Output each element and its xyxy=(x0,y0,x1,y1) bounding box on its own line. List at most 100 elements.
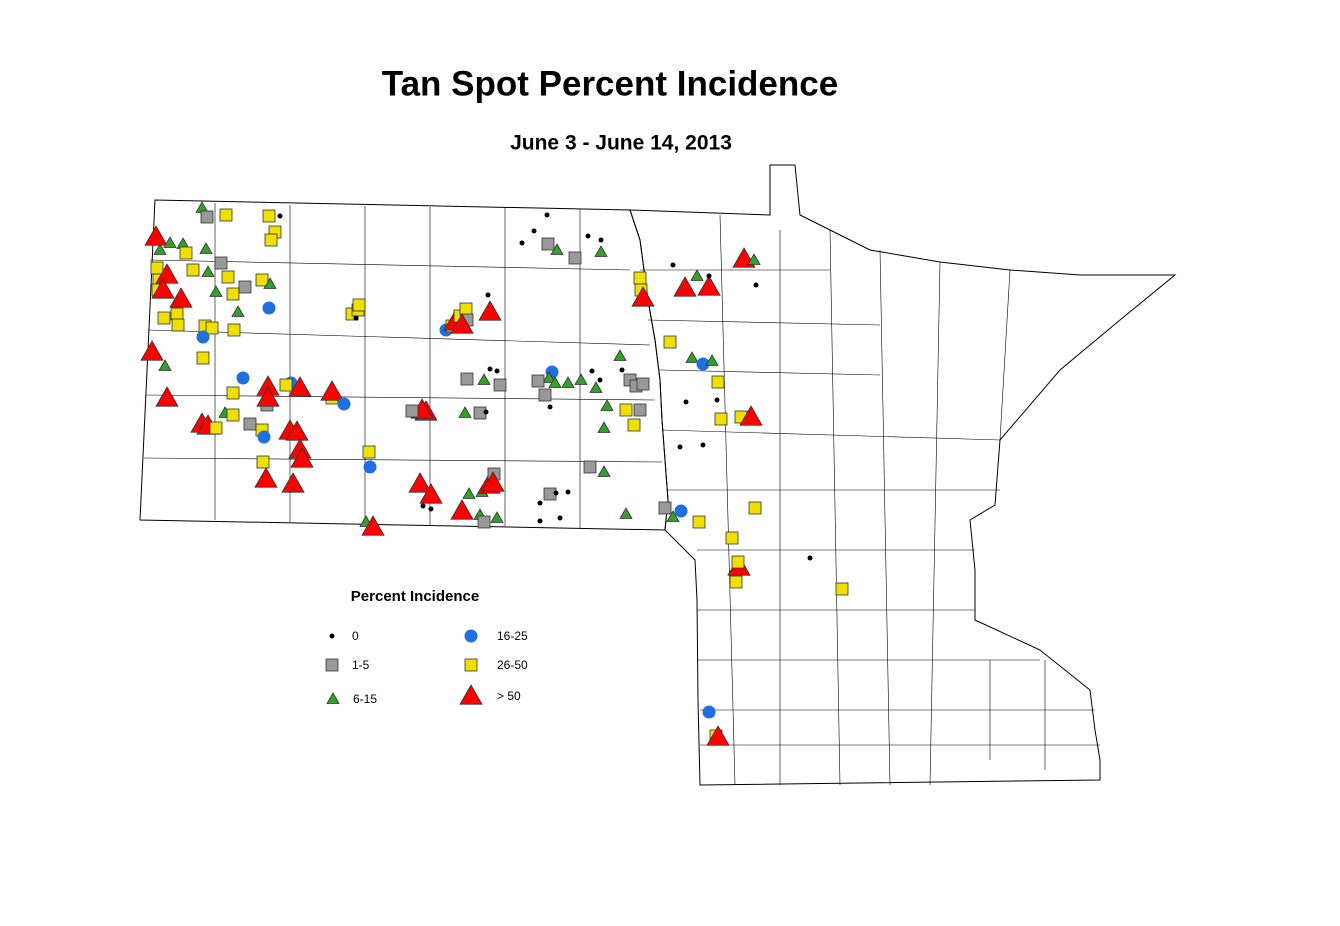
dot-marker xyxy=(589,368,595,374)
triangle-marker xyxy=(462,487,476,499)
triangle-marker xyxy=(550,243,564,255)
triangle-marker xyxy=(140,340,164,361)
circle-marker xyxy=(337,397,351,411)
triangle-marker xyxy=(631,286,655,307)
dot-marker xyxy=(557,515,563,521)
triangle-marker xyxy=(548,376,562,388)
triangle-marker xyxy=(458,406,472,418)
legend-title: Percent Incidence xyxy=(351,588,479,605)
square-marker xyxy=(238,280,252,294)
square-marker xyxy=(835,582,849,596)
triangle-marker xyxy=(481,471,505,492)
triangle-marker xyxy=(290,447,314,468)
square-marker xyxy=(209,421,223,435)
dot-marker xyxy=(537,500,543,506)
legend-label: 6-15 xyxy=(353,692,377,706)
circle-marker xyxy=(674,504,688,518)
triangle-marker xyxy=(158,359,172,371)
dot-marker xyxy=(547,404,553,410)
square-marker xyxy=(725,531,739,545)
county-line xyxy=(143,203,663,528)
square-marker xyxy=(633,403,647,417)
square-marker xyxy=(179,246,193,260)
dot-marker xyxy=(531,228,537,234)
square-marker xyxy=(221,270,235,284)
triangle-marker xyxy=(361,515,385,536)
triangle-marker xyxy=(281,472,305,493)
square-marker xyxy=(256,455,270,469)
map-subtitle: June 3 - June 14, 2013 xyxy=(510,132,732,155)
legend-label: > 50 xyxy=(497,689,521,703)
square-marker xyxy=(711,375,725,389)
square-marker xyxy=(619,403,633,417)
triangle-marker xyxy=(613,349,627,361)
legend-label: 0 xyxy=(352,629,359,643)
triangle-marker xyxy=(450,313,474,334)
dot-marker xyxy=(597,377,603,383)
legend-label: 26-50 xyxy=(497,658,528,672)
county-lines xyxy=(143,203,1100,786)
triangle-marker xyxy=(419,483,443,504)
square-marker xyxy=(226,408,240,422)
triangle-marker xyxy=(747,253,761,265)
triangle-marker xyxy=(326,692,340,704)
dot-marker xyxy=(677,444,683,450)
dot-marker xyxy=(537,518,543,524)
triangle-marker xyxy=(673,276,697,297)
square-marker xyxy=(493,378,507,392)
square-marker xyxy=(186,263,200,277)
triangle-marker xyxy=(408,472,432,493)
dot-marker xyxy=(544,212,550,218)
circle-marker xyxy=(464,629,478,643)
triangle-marker xyxy=(153,243,167,255)
square-marker xyxy=(627,418,641,432)
dot-marker xyxy=(428,506,434,512)
dot-marker xyxy=(553,490,559,496)
triangle-marker xyxy=(542,371,556,383)
legend: Percent Incidence 0 1-5 6-15 16-25 26-50 > 50 xyxy=(325,588,528,706)
dot-marker xyxy=(519,240,525,246)
square-marker xyxy=(568,251,582,265)
square-marker xyxy=(460,372,474,386)
square-marker xyxy=(226,386,240,400)
dot-marker xyxy=(670,262,676,268)
triangle-marker xyxy=(320,380,344,401)
square-marker xyxy=(150,261,164,275)
dot-marker xyxy=(494,368,500,374)
minnesota xyxy=(629,164,1177,786)
square-marker xyxy=(731,555,745,569)
map-title: Tan Spot Percent Incidence xyxy=(382,64,838,103)
square-marker xyxy=(538,388,552,402)
square-marker xyxy=(219,208,233,222)
triangle-marker xyxy=(574,373,588,385)
triangle-marker xyxy=(561,376,575,388)
square-marker xyxy=(636,377,650,391)
triangle-marker xyxy=(155,386,179,407)
dot-marker xyxy=(706,273,712,279)
triangle-marker xyxy=(254,467,278,488)
dot-marker xyxy=(277,213,283,219)
square-marker xyxy=(205,321,219,335)
dot-marker xyxy=(329,633,335,639)
dot-marker xyxy=(714,397,720,403)
square-marker xyxy=(171,318,185,332)
square-marker xyxy=(729,575,743,589)
dot-marker xyxy=(753,282,759,288)
dot-marker xyxy=(598,237,604,243)
dot-marker xyxy=(485,292,491,298)
square-marker xyxy=(714,412,728,426)
square-marker xyxy=(214,256,228,270)
triangle-marker xyxy=(151,278,175,299)
square-marker xyxy=(279,378,293,392)
triangle-marker xyxy=(288,376,312,397)
triangle-marker xyxy=(685,351,699,363)
square-marker xyxy=(243,417,257,431)
square-marker xyxy=(583,460,597,474)
square-marker xyxy=(362,445,376,459)
dot-marker xyxy=(487,366,493,372)
square-marker xyxy=(157,311,171,325)
square-marker xyxy=(196,351,210,365)
square-marker xyxy=(464,658,478,672)
